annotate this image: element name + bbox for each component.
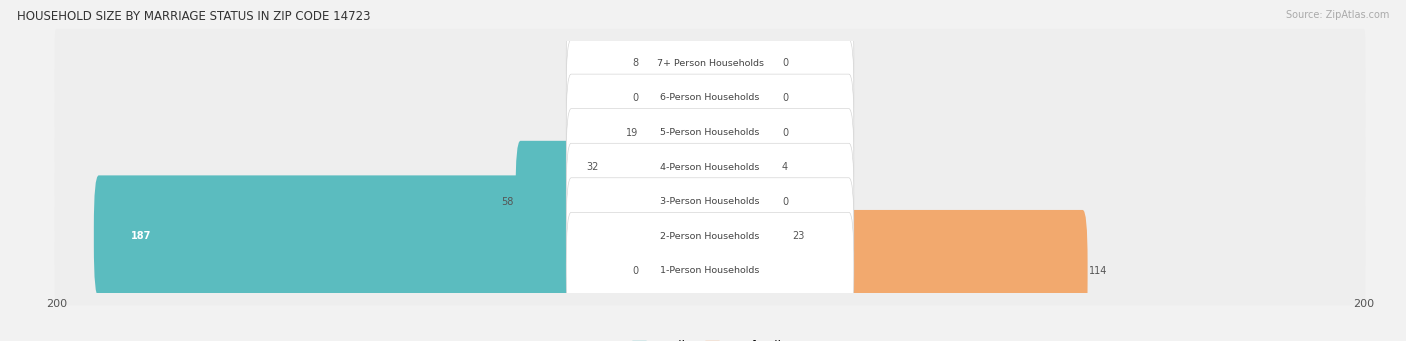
Text: 7+ Person Households: 7+ Person Households — [657, 59, 763, 68]
Text: 23: 23 — [792, 231, 804, 241]
FancyBboxPatch shape — [567, 212, 853, 329]
FancyBboxPatch shape — [567, 178, 853, 295]
Text: 0: 0 — [631, 93, 638, 103]
Text: 0: 0 — [782, 197, 789, 207]
Text: 4-Person Households: 4-Person Households — [661, 163, 759, 172]
Text: 187: 187 — [131, 231, 152, 241]
FancyBboxPatch shape — [640, 2, 714, 124]
FancyBboxPatch shape — [640, 37, 714, 159]
FancyBboxPatch shape — [706, 175, 790, 297]
FancyBboxPatch shape — [567, 5, 853, 122]
FancyBboxPatch shape — [55, 202, 1365, 271]
FancyBboxPatch shape — [600, 106, 714, 228]
FancyBboxPatch shape — [706, 106, 780, 228]
Text: 0: 0 — [782, 93, 789, 103]
FancyBboxPatch shape — [706, 72, 780, 193]
FancyBboxPatch shape — [706, 210, 1088, 332]
Text: 1-Person Households: 1-Person Households — [661, 266, 759, 275]
FancyBboxPatch shape — [567, 143, 853, 260]
FancyBboxPatch shape — [706, 37, 780, 159]
Text: 58: 58 — [502, 197, 515, 207]
FancyBboxPatch shape — [706, 141, 780, 263]
Text: 0: 0 — [782, 128, 789, 137]
Text: 19: 19 — [626, 128, 638, 137]
Text: Source: ZipAtlas.com: Source: ZipAtlas.com — [1285, 10, 1389, 20]
FancyBboxPatch shape — [640, 72, 714, 193]
Text: 3-Person Households: 3-Person Households — [661, 197, 759, 206]
Legend: Family, Nonfamily: Family, Nonfamily — [627, 336, 793, 341]
Text: 0: 0 — [631, 266, 638, 276]
FancyBboxPatch shape — [55, 236, 1365, 305]
FancyBboxPatch shape — [94, 175, 714, 297]
FancyBboxPatch shape — [706, 2, 780, 124]
FancyBboxPatch shape — [516, 141, 714, 263]
FancyBboxPatch shape — [567, 74, 853, 191]
Text: 4: 4 — [782, 162, 789, 172]
FancyBboxPatch shape — [55, 98, 1365, 167]
FancyBboxPatch shape — [55, 133, 1365, 202]
Text: 5-Person Households: 5-Person Households — [661, 128, 759, 137]
FancyBboxPatch shape — [567, 40, 853, 157]
Text: 6-Person Households: 6-Person Households — [661, 93, 759, 102]
Text: HOUSEHOLD SIZE BY MARRIAGE STATUS IN ZIP CODE 14723: HOUSEHOLD SIZE BY MARRIAGE STATUS IN ZIP… — [17, 10, 370, 23]
Text: 114: 114 — [1090, 266, 1108, 276]
Text: 0: 0 — [782, 58, 789, 69]
Text: 32: 32 — [586, 162, 599, 172]
FancyBboxPatch shape — [55, 63, 1365, 133]
FancyBboxPatch shape — [55, 29, 1365, 98]
FancyBboxPatch shape — [567, 109, 853, 225]
Text: 8: 8 — [631, 58, 638, 69]
FancyBboxPatch shape — [640, 210, 714, 332]
Text: 2-Person Households: 2-Person Households — [661, 232, 759, 241]
FancyBboxPatch shape — [55, 167, 1365, 236]
